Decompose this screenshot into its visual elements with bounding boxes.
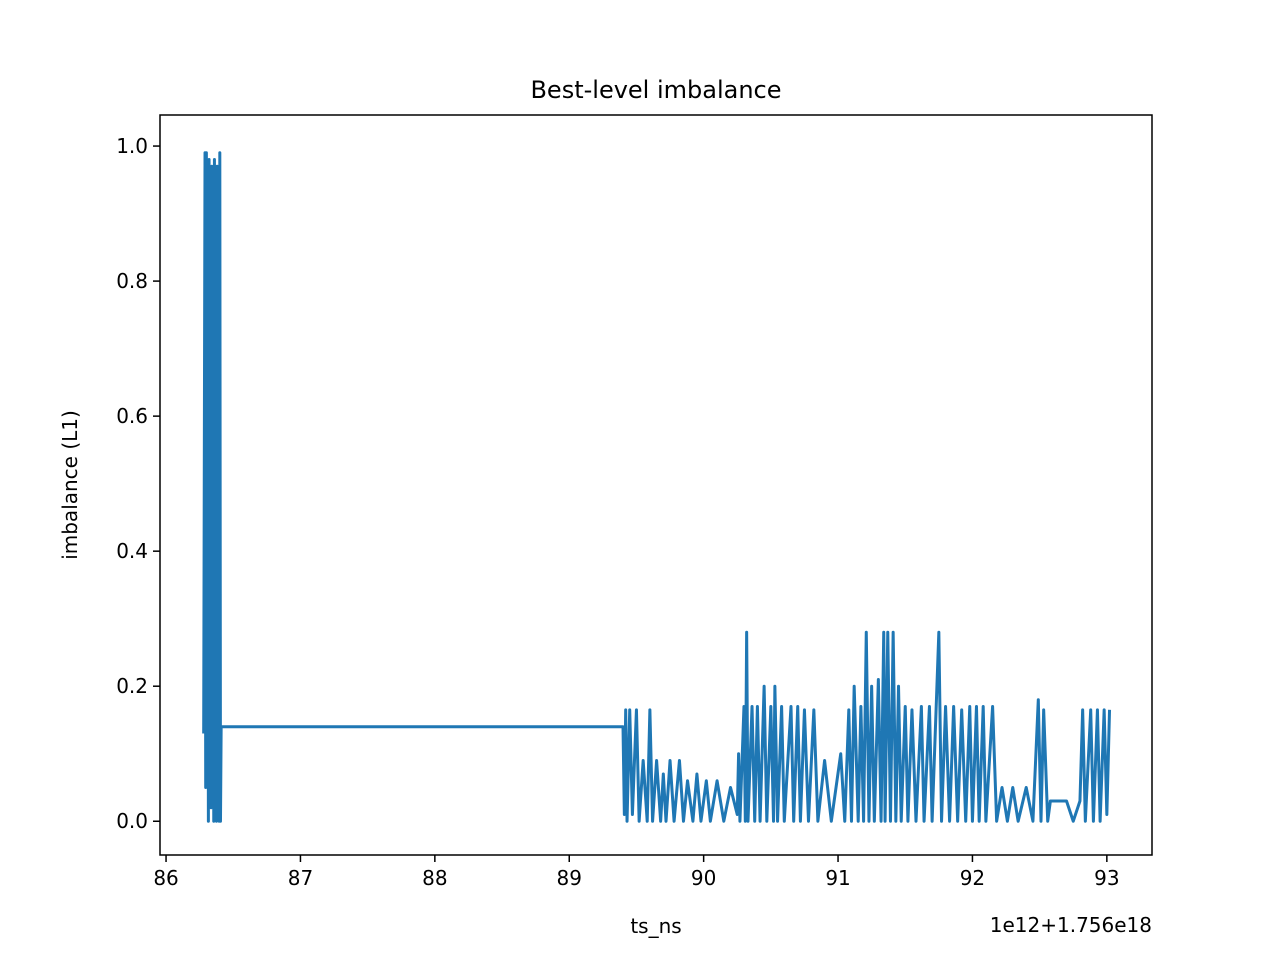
x-axis-label: ts_ns bbox=[630, 914, 681, 938]
y-axis-label: imbalance (L1) bbox=[58, 410, 82, 560]
x-tick-label: 93 bbox=[1094, 866, 1119, 890]
x-tick-label: 92 bbox=[960, 866, 985, 890]
x-tick-label: 87 bbox=[288, 866, 313, 890]
x-tick-label: 86 bbox=[153, 866, 178, 890]
plot-frame bbox=[159, 114, 1153, 856]
y-tick-label: 0.6 bbox=[116, 404, 148, 428]
y-tick-label: 0.8 bbox=[116, 269, 148, 293]
x-tick-label: 90 bbox=[691, 866, 716, 890]
x-tick-label: 89 bbox=[557, 866, 582, 890]
y-tick-label: 1.0 bbox=[116, 134, 148, 158]
y-tick-label: 0.4 bbox=[116, 539, 148, 563]
x-tick-label: 88 bbox=[422, 866, 447, 890]
y-tick-label: 0.0 bbox=[116, 809, 148, 833]
x-tick-label: 91 bbox=[825, 866, 850, 890]
chart-title: Best-level imbalance bbox=[530, 76, 781, 104]
series-line bbox=[202, 151, 1112, 823]
x-offset-label: 1e12+1.756e18 bbox=[990, 913, 1152, 937]
y-tick-label: 0.2 bbox=[116, 674, 148, 698]
